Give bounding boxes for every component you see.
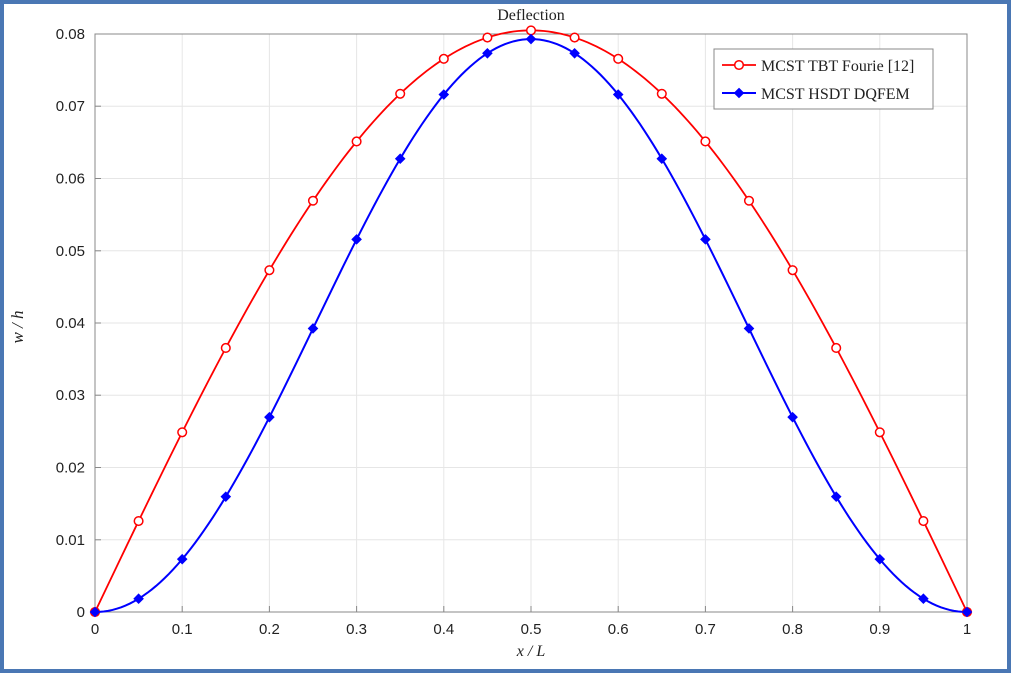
svg-text:0.7: 0.7 (695, 621, 716, 638)
svg-text:0.03: 0.03 (56, 387, 85, 404)
svg-text:0.1: 0.1 (172, 621, 193, 638)
svg-text:x / L: x / L (516, 643, 546, 660)
svg-text:1: 1 (963, 621, 971, 638)
svg-text:w / h: w / h (8, 310, 27, 343)
svg-text:0: 0 (77, 604, 85, 621)
svg-text:0.07: 0.07 (56, 98, 85, 115)
svg-text:0: 0 (91, 621, 99, 638)
svg-text:0.04: 0.04 (56, 315, 85, 332)
svg-text:0.06: 0.06 (56, 171, 85, 188)
svg-text:0.01: 0.01 (56, 532, 85, 549)
svg-text:0.4: 0.4 (433, 621, 454, 638)
svg-text:0.02: 0.02 (56, 460, 85, 477)
svg-text:MCST TBT Fourie [12]: MCST TBT Fourie [12] (761, 58, 914, 75)
svg-text:0.08: 0.08 (56, 26, 85, 43)
svg-text:0.05: 0.05 (56, 243, 85, 260)
svg-text:0.8: 0.8 (782, 621, 803, 638)
svg-text:0.2: 0.2 (259, 621, 280, 638)
svg-text:MCST HSDT DQFEM: MCST HSDT DQFEM (761, 86, 910, 103)
svg-text:0.3: 0.3 (346, 621, 367, 638)
svg-text:0.9: 0.9 (869, 621, 890, 638)
svg-text:0.5: 0.5 (521, 621, 542, 638)
svg-text:Deflection: Deflection (497, 7, 565, 24)
svg-text:0.6: 0.6 (608, 621, 629, 638)
